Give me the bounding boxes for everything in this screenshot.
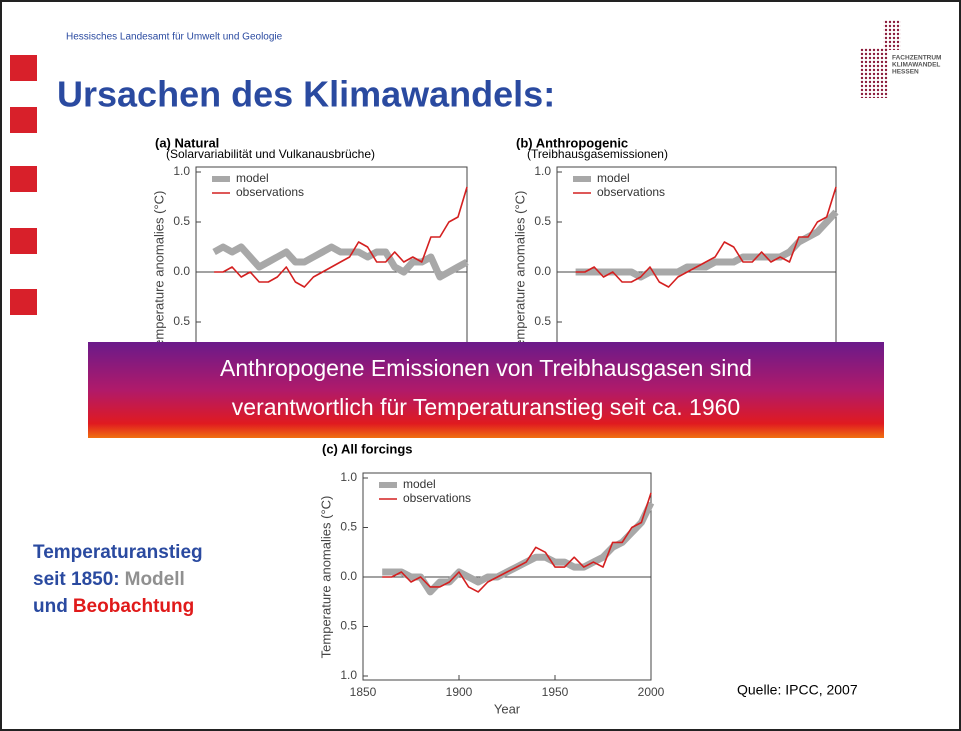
legend-label: model <box>597 171 630 185</box>
y-tick-label: 0.0 <box>340 569 357 583</box>
y-axis-label: Temperature anomalies (°C) <box>512 191 527 354</box>
legend-label: model <box>403 477 436 491</box>
note-text: seit 1850: <box>33 569 120 590</box>
x-tick-label: 1950 <box>542 685 569 699</box>
note-text: Temperaturanstieg <box>33 542 203 563</box>
x-axis-label: Year <box>494 701 521 716</box>
logo-text: KLIMAWANDEL <box>892 62 940 69</box>
series-line <box>214 186 468 288</box>
legend-label: observations <box>403 491 471 505</box>
logo-text: FACHZENTRUM <box>892 55 941 62</box>
y-tick-label: 0.5 <box>340 520 357 534</box>
y-tick-label: 0.5 <box>534 314 551 328</box>
chart-title: (c) All forcings <box>322 441 413 456</box>
note-line: seit 1850: Modell <box>33 569 185 590</box>
legend-label: model <box>236 171 269 185</box>
y-tick-label: 0.5 <box>173 314 190 328</box>
legend-label: observations <box>236 185 304 199</box>
y-tick-label: 0.5 <box>173 214 190 228</box>
chart-title: (a) Natural <box>155 135 219 150</box>
banner-line: verantwortlich für Temperaturanstieg sei… <box>232 394 740 420</box>
y-tick-label: 1.0 <box>340 470 357 484</box>
y-tick-label: 0.5 <box>340 619 357 633</box>
slide-title: Ursachen des Klimawandels: <box>57 74 555 115</box>
charts: (a) Natural(Solarvariabilität und Vulkan… <box>151 135 839 716</box>
source: Quelle: IPCC, 2007 <box>737 682 858 698</box>
x-tick-label: 1850 <box>350 685 377 699</box>
institution: Hessisches Landesamt für Umwelt und Geol… <box>66 32 283 43</box>
note-text: Beobachtung <box>73 596 194 617</box>
chart-title: (b) Anthropogenic <box>516 135 628 150</box>
legend-label: observations <box>597 185 665 199</box>
logo-text: HESSEN <box>892 69 919 76</box>
banner-line: Anthropogene Emissionen von Treibhausgas… <box>220 355 752 381</box>
series-line <box>575 186 837 288</box>
y-tick-label: 0.0 <box>534 264 551 278</box>
chart: (a) Natural(Solarvariabilität und Vulkan… <box>151 135 469 378</box>
chart: (c) All forcings 1.0 0.5 0.0 0.5 1.0 1850 1900 1… <box>318 441 664 716</box>
note-text: und <box>33 596 68 617</box>
banner: Anthropogene Emissionen von Treibhausgas… <box>88 342 884 438</box>
series-line <box>382 492 652 593</box>
note-text: Modell <box>125 569 185 590</box>
chart-subtitle: (Treibhausgasemissionen) <box>527 147 668 161</box>
y-tick-label: 1.0 <box>340 668 357 682</box>
chart: (b) Anthropogenic(Treibhausgasemissionen… <box>512 135 839 378</box>
side-note: Temperaturanstieg seit 1850: Modell und Be… <box>33 542 203 617</box>
chart-subtitle: (Solarvariabilität und Vulkanausbrüche) <box>166 147 375 161</box>
y-tick-label: 0.5 <box>534 214 551 228</box>
y-axis-label: Temperature anomalies (°C) <box>151 191 166 354</box>
x-tick-label: 2000 <box>638 685 665 699</box>
y-tick-label: 0.0 <box>173 264 190 278</box>
logo: FACHZENTRUM KLIMAWANDEL HESSEN <box>860 20 941 98</box>
side-squares <box>10 55 37 315</box>
y-tick-label: 1.0 <box>534 164 551 178</box>
y-tick-label: 1.0 <box>173 164 190 178</box>
series-line <box>212 243 469 281</box>
note-line: und Beobachtung <box>33 596 194 617</box>
x-tick-label: 1900 <box>446 685 473 699</box>
series-line <box>575 209 839 281</box>
y-axis-label: Temperature anomalies (°C) <box>318 496 333 659</box>
